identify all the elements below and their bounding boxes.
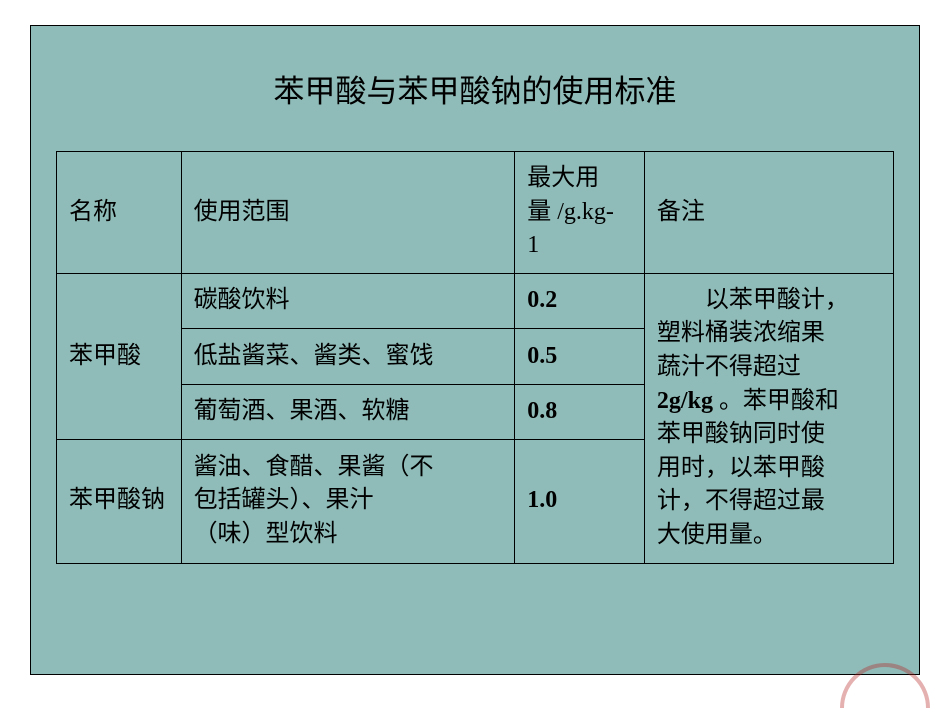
note-l4a: 2g/kg (657, 388, 713, 414)
cell-max-1c: 0.8 (515, 384, 645, 439)
cell-scope-1c: 葡萄酒、果酒、软糖 (181, 384, 515, 439)
cell-note: 以苯甲酸计， 塑料桶装浓缩果 蔬汁不得超过 2g/kg 。苯甲酸和 苯甲酸钠同时… (644, 273, 893, 563)
stamp-icon (840, 663, 930, 708)
cell-scope-1a: 碳酸饮料 (181, 273, 515, 328)
cell-scope-2-l3: （味）型饮料 (194, 518, 503, 552)
cell-name-benzoic-acid: 苯甲酸 (57, 273, 182, 439)
note-l1: 以苯甲酸计， (705, 287, 849, 313)
note-l4b: 。苯甲酸和 (713, 388, 839, 414)
note-l7: 计，不得超过最 (657, 485, 881, 519)
cell-scope-1b: 低盐酱菜、酱类、蜜饯 (181, 329, 515, 384)
cell-scope-2: 酱油、食醋、果酱（不 包括罐头）、果汁 （味）型饮料 (181, 439, 515, 563)
cell-max-1a: 0.2 (515, 273, 645, 328)
slide-title: 苯甲酸与苯甲酸钠的使用标准 (56, 66, 894, 111)
note-l8: 大使用量。 (657, 519, 881, 553)
header-max-line2: 量 /g.kg- (527, 199, 614, 225)
note-l6: 用时，以苯甲酸 (657, 452, 881, 486)
slide-container: 苯甲酸与苯甲酸钠的使用标准 名称 使用范围 最大用 量 /g.kg- 1 备注 … (30, 25, 920, 675)
header-name: 名称 (57, 152, 182, 274)
note-l3: 蔬汁不得超过 (657, 351, 881, 385)
cell-max-1b: 0.5 (515, 329, 645, 384)
header-max: 最大用 量 /g.kg- 1 (515, 152, 645, 274)
table-header-row: 名称 使用范围 最大用 量 /g.kg- 1 备注 (57, 152, 894, 274)
cell-scope-2-l2: 包括罐头）、果汁 (194, 484, 503, 518)
header-note: 备注 (644, 152, 893, 274)
table-row: 苯甲酸 碳酸饮料 0.2 以苯甲酸计， 塑料桶装浓缩果 蔬汁不得超过 2g/kg… (57, 273, 894, 328)
header-max-line3: 1 (527, 232, 539, 258)
note-l2: 塑料桶装浓缩果 (657, 317, 881, 351)
header-scope: 使用范围 (181, 152, 515, 274)
cell-scope-2-l1: 酱油、食醋、果酱（不 (194, 451, 503, 485)
cell-max-2: 1.0 (515, 439, 645, 563)
standards-table: 名称 使用范围 最大用 量 /g.kg- 1 备注 苯甲酸 碳酸饮料 0.2 以… (56, 151, 894, 564)
note-l5: 苯甲酸钠同时使 (657, 418, 881, 452)
header-max-line1: 最大用 (527, 165, 599, 191)
cell-name-sodium-benzoate: 苯甲酸钠 (57, 439, 182, 563)
